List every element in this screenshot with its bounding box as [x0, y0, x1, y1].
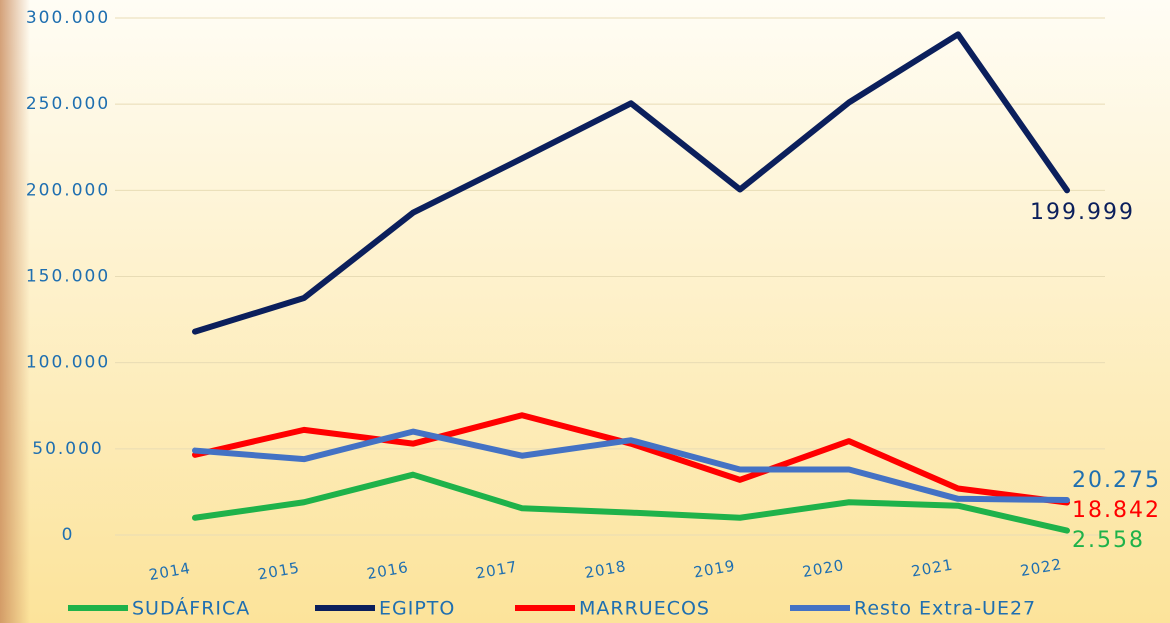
data-label: 199.999 — [1030, 200, 1135, 225]
data-label: 18.842 — [1072, 498, 1161, 523]
y-tick-label: 200.000 — [26, 180, 110, 200]
y-tick-label: 150.000 — [26, 267, 110, 287]
series-line — [192, 412, 1070, 506]
edge-decoration — [0, 0, 30, 623]
legend-label: MARRUECOS — [579, 598, 710, 620]
data-label: 20.275 — [1072, 468, 1161, 493]
y-tick-label: 50.000 — [32, 439, 103, 459]
y-tick-label: 100.000 — [26, 353, 110, 373]
data-label: 2.558 — [1072, 528, 1145, 553]
legend-label: SUDÁFRICA — [132, 597, 250, 620]
series-line — [192, 471, 1070, 534]
y-tick-label: 0 — [62, 525, 75, 545]
series-line — [192, 428, 1070, 504]
y-tick-label: 250.000 — [26, 94, 110, 114]
legend-label: EGIPTO — [379, 598, 455, 620]
series-line — [192, 31, 1070, 335]
legend-label: Resto Extra-UE27 — [854, 598, 1036, 620]
y-tick-label: 300.000 — [26, 8, 110, 28]
